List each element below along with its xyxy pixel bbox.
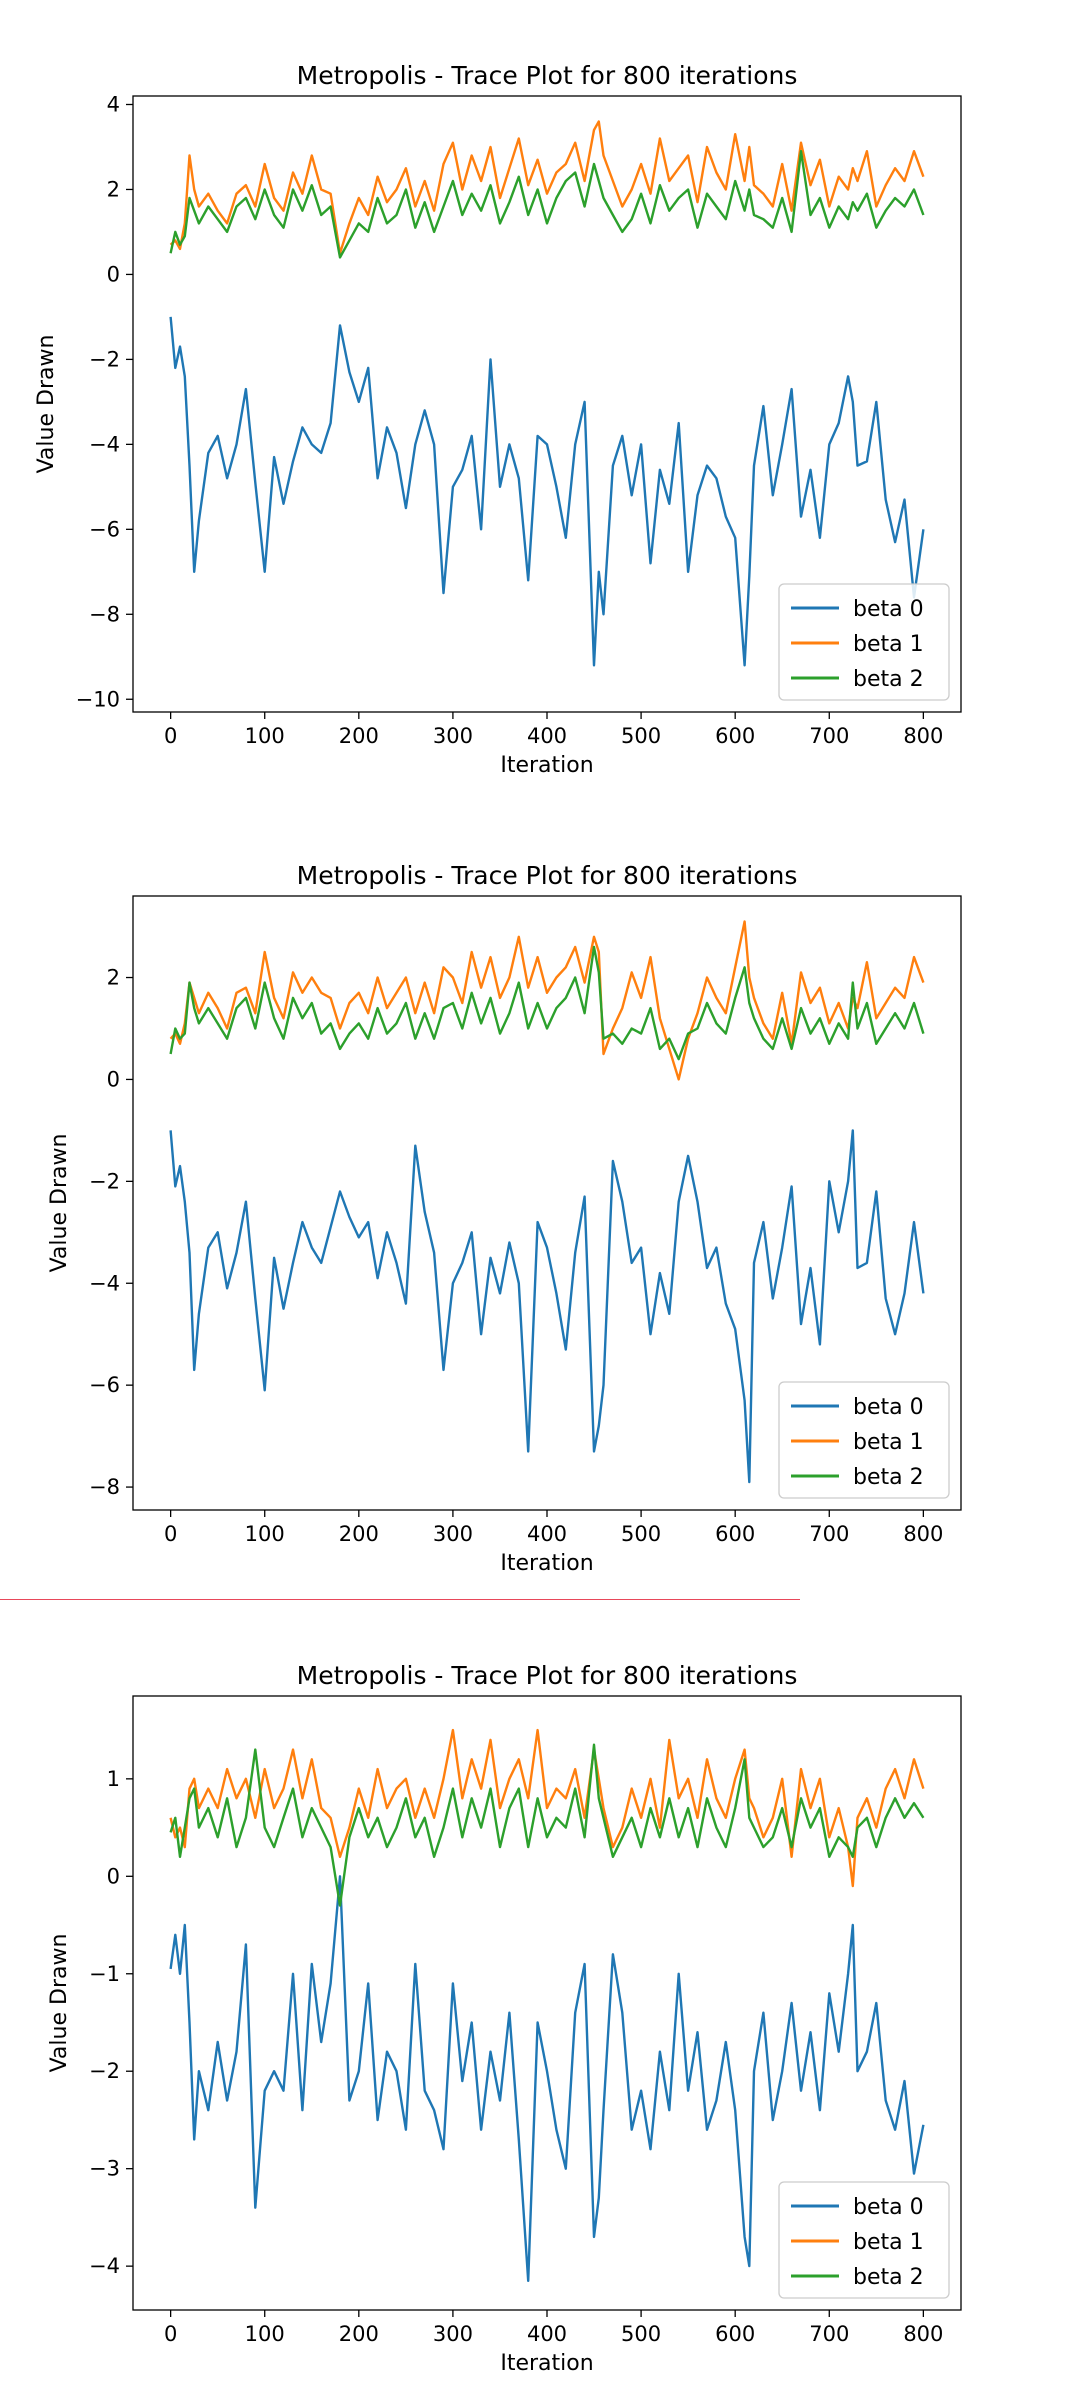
x-tick-label: 800 (903, 1522, 943, 1546)
y-tick-label: −2 (89, 347, 120, 371)
x-tick-label: 100 (245, 1522, 285, 1546)
legend-box (778, 2181, 950, 2299)
y-tick-label: −10 (76, 687, 120, 711)
x-tick-label: 600 (715, 2322, 755, 2346)
y-tick-label: −8 (89, 602, 120, 626)
x-tick-label: 100 (245, 724, 285, 748)
series-group (169, 1728, 925, 2282)
series-group (169, 120, 925, 667)
y-tick-label: 0 (107, 262, 120, 286)
legend-label: beta 1 (853, 2230, 924, 2255)
chart-panel-2: Metropolis - Trace Plot for 800 iteratio… (47, 861, 962, 1576)
y-axis-label: Value Drawn (47, 1134, 72, 1273)
chart-title: Metropolis - Trace Plot for 800 iteratio… (297, 1661, 798, 1690)
legend-label: beta 2 (853, 2265, 924, 2290)
x-tick-label: 400 (527, 1522, 567, 1546)
series-line-beta-1 (169, 920, 925, 1081)
series-group (169, 920, 925, 1484)
x-tick-label: 800 (903, 2322, 943, 2346)
x-tick-label: 800 (903, 724, 943, 748)
legend: beta 0 beta 1 beta 2 (778, 2181, 950, 2299)
legend-box (778, 1381, 950, 1499)
x-tick-label: 100 (245, 2322, 285, 2346)
legend-label: beta 0 (853, 1395, 924, 1420)
y-tick-label: −3 (89, 2157, 120, 2181)
x-tick-label: 700 (809, 2322, 849, 2346)
series-line-beta-0 (169, 1129, 925, 1484)
x-tick-label: 0 (164, 724, 177, 748)
x-tick-label: 400 (527, 2322, 567, 2346)
legend-label: beta 2 (853, 1465, 924, 1490)
x-tick-label: 0 (164, 1522, 177, 1546)
y-tick-label: −8 (89, 1475, 120, 1499)
x-tick-label: 300 (433, 1522, 473, 1546)
chart-panel-1: Metropolis - Trace Plot for 800 iteratio… (34, 61, 962, 778)
series-line-beta-0 (169, 1875, 925, 2282)
y-tick-label: 4 (107, 92, 120, 116)
y-tick-label: −6 (89, 1373, 120, 1397)
y-tick-label: −4 (89, 2254, 120, 2278)
series-line-beta-2 (169, 945, 925, 1061)
x-tick-label: 300 (433, 724, 473, 748)
legend-box (778, 583, 950, 701)
series-line-beta-1 (169, 1728, 925, 1888)
chart-panel-3: Metropolis - Trace Plot for 800 iteratio… (47, 1661, 962, 2376)
x-tick-label: 300 (433, 2322, 473, 2346)
y-tick-label: 2 (107, 966, 120, 990)
y-tick-label: 0 (107, 1864, 120, 1888)
y-tick-label: −2 (89, 1169, 120, 1193)
x-tick-label: 700 (809, 1522, 849, 1546)
y-tick-label: −4 (89, 1271, 120, 1295)
y-tick-label: 0 (107, 1067, 120, 1091)
y-tick-label: −1 (89, 1962, 120, 1986)
x-tick-label: 500 (621, 2322, 661, 2346)
y-tick-label: −6 (89, 517, 120, 541)
x-axis-label: Iteration (500, 1551, 593, 1576)
x-tick-label: 200 (339, 724, 379, 748)
series-line-beta-2 (169, 150, 925, 259)
series-line-beta-2 (169, 1743, 925, 1907)
legend: beta 0 beta 1 beta 2 (778, 583, 950, 701)
x-axis-label: Iteration (500, 2351, 593, 2376)
x-tick-label: 200 (339, 2322, 379, 2346)
chart-title: Metropolis - Trace Plot for 800 iteratio… (297, 861, 798, 890)
legend-label: beta 0 (853, 597, 924, 622)
y-tick-label: 2 (107, 177, 120, 201)
series-line-beta-0 (169, 316, 925, 667)
legend-label: beta 1 (853, 632, 924, 657)
y-axis-label: Value Drawn (34, 335, 59, 474)
legend-label: beta 0 (853, 2195, 924, 2220)
x-tick-label: 700 (809, 724, 849, 748)
legend: beta 0 beta 1 beta 2 (778, 1381, 950, 1499)
x-axis-label: Iteration (500, 753, 593, 778)
y-tick-label: −4 (89, 432, 120, 456)
y-tick-label: 1 (107, 1767, 120, 1791)
legend-label: beta 1 (853, 1430, 924, 1455)
x-tick-label: 400 (527, 724, 567, 748)
divider-line (0, 1599, 800, 1600)
y-axis-label: Value Drawn (47, 1934, 72, 2073)
x-tick-label: 500 (621, 724, 661, 748)
x-tick-label: 600 (715, 724, 755, 748)
legend-label: beta 2 (853, 667, 924, 692)
y-tick-label: −2 (89, 2059, 120, 2083)
chart-title: Metropolis - Trace Plot for 800 iteratio… (297, 61, 798, 90)
series-line-beta-1 (169, 120, 925, 255)
x-tick-label: 500 (621, 1522, 661, 1546)
x-tick-label: 600 (715, 1522, 755, 1546)
x-tick-label: 0 (164, 2322, 177, 2346)
x-tick-label: 200 (339, 1522, 379, 1546)
